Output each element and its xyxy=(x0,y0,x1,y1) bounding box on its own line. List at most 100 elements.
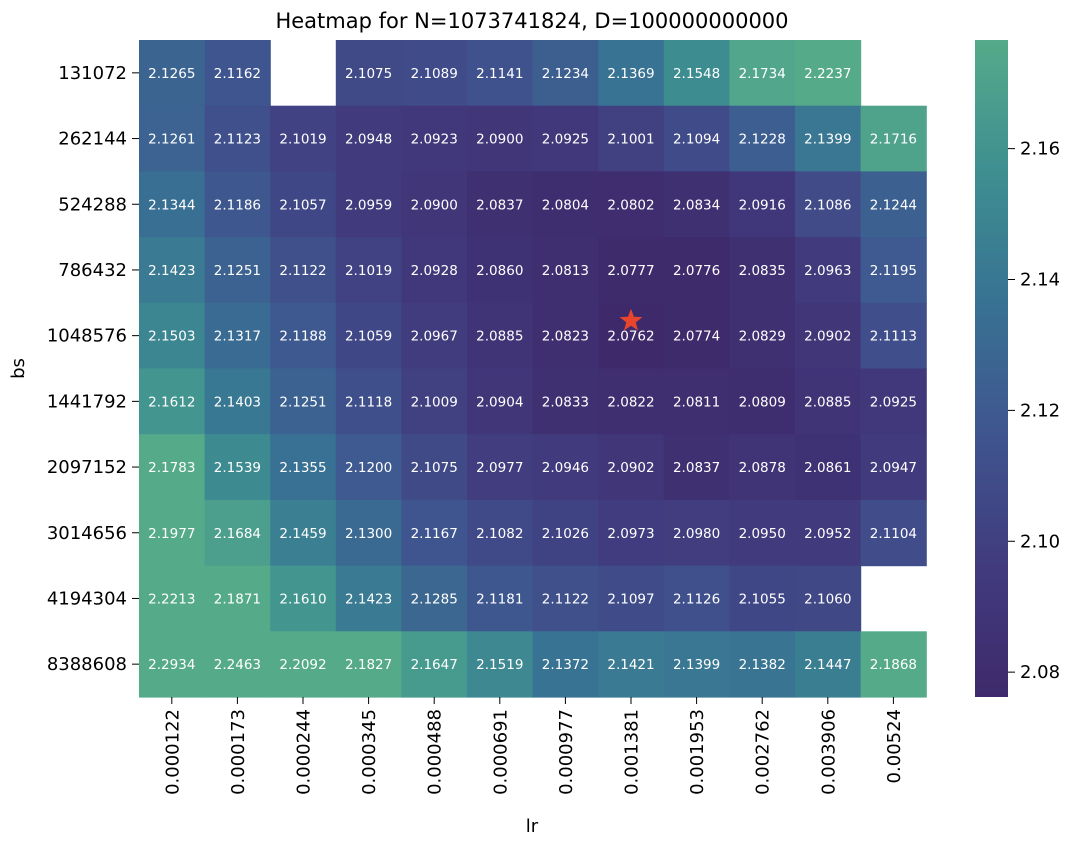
cell-value-label: 2.1548 xyxy=(673,66,720,82)
heatmap-cell xyxy=(598,40,665,107)
cell-value-label: 2.1086 xyxy=(804,197,851,213)
cell-value-label: 2.0948 xyxy=(345,132,392,148)
cell-value-label: 2.1684 xyxy=(214,526,261,542)
colorbar-tick-label: 2.14 xyxy=(1020,270,1060,291)
heatmap-cell xyxy=(204,40,271,107)
cell-value-label: 2.1075 xyxy=(411,460,458,476)
cell-value-label: 2.1317 xyxy=(214,329,261,345)
heatmap-cell xyxy=(401,237,468,304)
cell-value-label: 2.1055 xyxy=(739,591,786,607)
cell-value-label: 2.2463 xyxy=(214,657,261,673)
heatmap-cell xyxy=(795,565,862,632)
x-tick-label: 0.000345 xyxy=(359,709,380,795)
heatmap-cell xyxy=(270,434,337,501)
colorbar xyxy=(975,40,1008,697)
y-tick-label: 524288 xyxy=(58,194,127,215)
heatmap-cell xyxy=(860,631,927,698)
cell-value-label: 2.0904 xyxy=(476,394,523,410)
cell-value-label: 2.1123 xyxy=(214,132,261,148)
cell-value-label: 2.0900 xyxy=(476,132,523,148)
x-tick-label: 0.000122 xyxy=(162,709,183,795)
cell-value-label: 2.1382 xyxy=(739,657,786,673)
heatmap-cell xyxy=(204,434,271,501)
heatmap-cell xyxy=(795,434,862,501)
colorbar-ticks: 2.08 2.10 2.12 2.14 2.16 xyxy=(1008,139,1060,683)
x-axis-label: lr xyxy=(526,816,539,837)
y-axis-label: bs xyxy=(8,358,29,379)
y-tick-label: 131072 xyxy=(58,63,127,84)
cell-value-label: 2.0776 xyxy=(673,263,720,279)
cell-value-label: 2.0959 xyxy=(345,197,392,213)
cell-value-label: 2.0946 xyxy=(542,460,589,476)
cell-value-label: 2.0802 xyxy=(607,197,654,213)
heatmap-cell xyxy=(729,302,796,370)
heatmap-cell xyxy=(335,237,402,304)
heatmap-cell xyxy=(139,40,206,107)
x-tick-label: 0.000691 xyxy=(490,709,511,795)
heatmap-cell xyxy=(401,499,468,567)
heatmap-cell xyxy=(598,565,665,632)
colorbar-tick-label: 2.16 xyxy=(1020,139,1060,160)
cell-value-label: 2.1113 xyxy=(870,329,917,345)
cell-value-label: 2.1057 xyxy=(279,197,326,213)
heatmap-cell xyxy=(860,302,927,370)
heatmap-cell xyxy=(335,302,402,370)
cell-value-label: 2.0829 xyxy=(739,329,786,345)
cell-value-label: 2.1251 xyxy=(279,394,326,410)
heatmap-cell xyxy=(532,237,599,304)
y-tick-label: 8388608 xyxy=(47,654,127,675)
heatmap-cell xyxy=(860,105,927,172)
heatmap-cell xyxy=(860,368,927,435)
heatmap-cell xyxy=(795,302,862,370)
cell-value-label: 2.0916 xyxy=(739,197,786,213)
heatmap-cell xyxy=(204,302,271,370)
cell-value-label: 2.1372 xyxy=(542,657,589,673)
cell-value-label: 2.1734 xyxy=(739,66,786,82)
cell-value-label: 2.1094 xyxy=(673,132,720,148)
heatmap-cell xyxy=(860,171,927,238)
cell-value-label: 2.0980 xyxy=(673,526,720,542)
cell-value-label: 2.0928 xyxy=(411,263,458,279)
cell-value-label: 2.2237 xyxy=(804,66,851,82)
colorbar-tick-label: 2.10 xyxy=(1020,531,1060,552)
cell-value-label: 2.1228 xyxy=(739,132,786,148)
heatmap-cell xyxy=(139,171,206,238)
cell-value-label: 2.1344 xyxy=(148,197,195,213)
heatmap-cell-labels: 2.1265 2.1162 2.1075 2.1089 2.1141 2.1234 2.13… xyxy=(148,66,917,673)
colorbar-tick-label: 2.08 xyxy=(1020,662,1060,683)
cell-value-label: 2.1783 xyxy=(148,460,195,476)
heatmap-cell xyxy=(663,499,730,567)
heatmap-cell xyxy=(139,368,206,435)
heatmap-cell xyxy=(401,368,468,435)
heatmap-cell xyxy=(270,105,337,172)
cell-value-label: 2.0925 xyxy=(870,394,917,410)
cell-value-label: 2.1009 xyxy=(411,394,458,410)
cell-value-label: 2.1265 xyxy=(148,66,195,82)
heatmap-cell xyxy=(401,302,468,370)
heatmap-cell xyxy=(270,237,337,304)
cell-value-label: 2.0809 xyxy=(739,394,786,410)
cell-value-label: 2.1195 xyxy=(870,263,917,279)
heatmap-cell xyxy=(663,302,730,370)
cell-value-label: 2.1399 xyxy=(673,657,720,673)
heatmap-cell xyxy=(598,434,665,501)
heatmap-cells xyxy=(139,40,927,698)
cell-value-label: 2.1001 xyxy=(607,132,654,148)
x-tick-label: 0.002762 xyxy=(753,709,774,795)
heatmap-cell xyxy=(335,40,402,107)
cell-value-label: 2.2213 xyxy=(148,591,195,607)
heatmap-cell xyxy=(401,105,468,172)
cell-value-label: 2.1126 xyxy=(673,591,720,607)
cell-value-label: 2.1200 xyxy=(345,460,392,476)
x-tick-label: 0.00524 xyxy=(884,709,905,783)
heatmap-cell xyxy=(139,565,206,632)
cell-value-label: 2.1423 xyxy=(345,591,392,607)
y-tick-label: 1048576 xyxy=(47,326,127,347)
cell-value-label: 2.1827 xyxy=(345,657,392,673)
cell-value-label: 2.0813 xyxy=(542,263,589,279)
cell-value-label: 2.1355 xyxy=(279,460,326,476)
heatmap-cell xyxy=(335,105,402,172)
cell-value-label: 2.0837 xyxy=(673,460,720,476)
cell-value-label: 2.0834 xyxy=(673,197,720,213)
heatmap-cell xyxy=(729,434,796,501)
